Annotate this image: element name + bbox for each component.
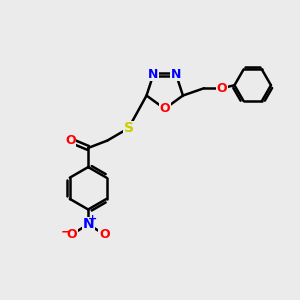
Text: O: O bbox=[217, 82, 227, 95]
Text: O: O bbox=[67, 228, 77, 241]
Text: −: − bbox=[60, 225, 71, 238]
Text: N: N bbox=[82, 217, 94, 231]
Text: O: O bbox=[159, 102, 170, 115]
Text: O: O bbox=[99, 228, 110, 241]
Text: S: S bbox=[124, 121, 134, 135]
Text: +: + bbox=[88, 214, 97, 224]
Text: N: N bbox=[171, 68, 181, 81]
Text: O: O bbox=[65, 134, 76, 147]
Text: N: N bbox=[148, 68, 159, 81]
